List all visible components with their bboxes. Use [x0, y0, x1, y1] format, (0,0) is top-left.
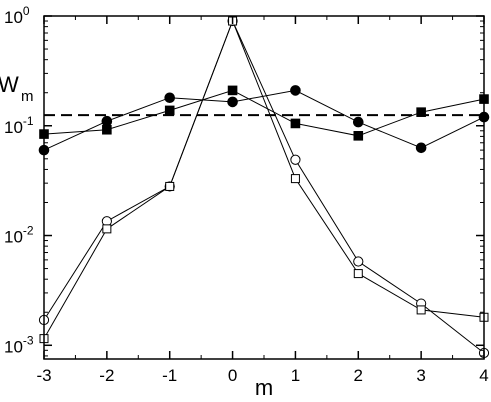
- series-2-point: [353, 256, 364, 267]
- y-tick-label: 10-3: [4, 333, 34, 356]
- series-3-point: [353, 269, 363, 279]
- series-0-point: [415, 142, 427, 154]
- x-tick-label: -3: [36, 366, 51, 385]
- series-1-line: [43, 89, 485, 137]
- y-tick-label: 100: [4, 4, 30, 27]
- y-tick-label-base: 10: [4, 8, 23, 27]
- series-3-point: [416, 305, 426, 315]
- series-3-line: [43, 19, 485, 339]
- series-1-point: [164, 105, 175, 116]
- x-tick-label: 4: [479, 366, 488, 385]
- x-tick-label: 1: [291, 366, 300, 385]
- tick-marks: [43, 15, 485, 359]
- y-tick-label-base: 10: [4, 118, 23, 137]
- y-axis-title-subscript: m: [21, 88, 34, 105]
- series-2-point: [290, 154, 301, 165]
- series-1-point: [102, 124, 112, 135]
- x-tick-label: 3: [416, 366, 425, 385]
- series-0-point: [290, 85, 301, 96]
- plot-area: [38, 15, 490, 359]
- series-1-point: [353, 131, 364, 141]
- x-tick-label: -1: [162, 366, 177, 385]
- x-tick-label: 2: [354, 366, 363, 385]
- series-3-point: [102, 224, 112, 234]
- y-tick-label: 10-2: [4, 224, 34, 247]
- series-0-point: [164, 92, 176, 104]
- y-tick-label-base: 10: [4, 337, 23, 356]
- x-tick-label: -2: [99, 366, 114, 385]
- x-axis-title: m: [255, 375, 273, 400]
- series-0-point: [352, 116, 364, 128]
- y-tick-label-exponent: -1: [23, 114, 34, 128]
- x-tick-label: 0: [228, 366, 237, 385]
- y-tick-label-exponent: -2: [23, 224, 34, 238]
- y-tick-label-exponent: -3: [23, 333, 34, 347]
- y-tick-label-exponent: 0: [23, 4, 30, 18]
- series-1-point: [290, 118, 301, 129]
- series-1-point: [227, 85, 238, 96]
- series-0-point: [227, 96, 238, 108]
- series-3-point: [165, 181, 175, 191]
- series-3-point: [290, 174, 300, 184]
- y-tick-label-base: 10: [4, 228, 23, 247]
- series-2-line: [43, 19, 485, 354]
- y-tick-label: 10-1: [4, 114, 34, 137]
- series-1-point: [416, 107, 426, 117]
- series-0-line: [43, 89, 485, 151]
- series-0-point: [101, 115, 113, 127]
- y-axis-title: W: [0, 72, 19, 97]
